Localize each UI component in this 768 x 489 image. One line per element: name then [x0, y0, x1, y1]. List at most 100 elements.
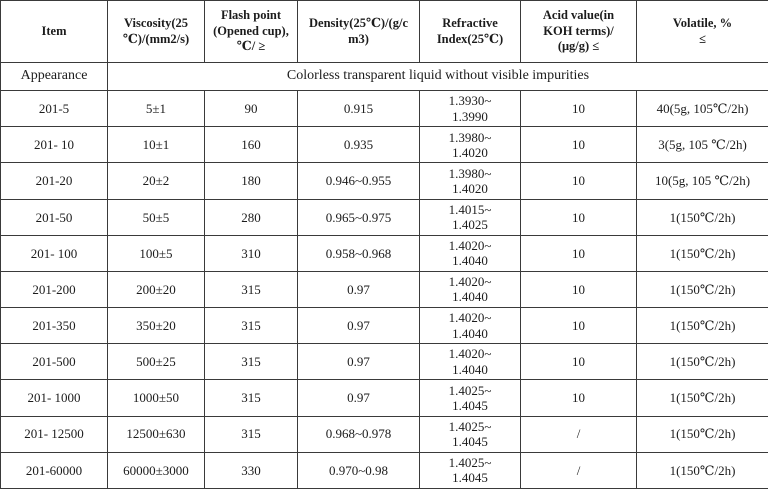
cell-refractive-index: 1.3930~ 1.3990	[419, 90, 521, 128]
cell-item: 201- 12500	[0, 415, 108, 453]
cell-acid-value: 10	[520, 379, 637, 417]
cell-flash-point: 310	[204, 234, 298, 272]
table-row: 201- 10 10±1 160 0.935 1.3980~ 1.4020 10…	[0, 126, 768, 164]
cell-viscosity: 350±20	[107, 307, 205, 345]
cell-flash-point: 330	[204, 451, 298, 489]
cell-flash-point: 315	[204, 270, 298, 309]
cell-volatile: 3(5g, 105 ℃/2h)	[636, 126, 768, 164]
cell-volatile: 1(150℃/2h)	[636, 343, 768, 381]
cell-viscosity: 10±1	[107, 126, 205, 164]
cell-density: 0.97	[297, 270, 420, 309]
cell-refractive-index: 1.3980~ 1.4020	[419, 162, 521, 200]
cell-density: 0.915	[297, 90, 420, 128]
cell-item: 201-350	[0, 307, 108, 345]
table-row: 201- 12500 12500±630 315 0.968~0.978 1.4…	[0, 415, 768, 453]
cell-viscosity: 500±25	[107, 343, 205, 381]
cell-density: 0.97	[297, 379, 420, 417]
cell-acid-value: 10	[520, 126, 637, 164]
cell-item: 201- 100	[0, 234, 108, 272]
table-row: 201- 100 100±5 310 0.958~0.968 1.4020~ 1…	[0, 234, 768, 272]
cell-density: 0.935	[297, 126, 420, 164]
cell-item: 201- 10	[0, 126, 108, 164]
cell-volatile: 10(5g, 105 ℃/2h)	[636, 162, 768, 200]
header-cell-refractive-index: Refractive Index(25℃)	[419, 0, 521, 63]
cell-acid-value: 10	[520, 198, 637, 236]
cell-density: 0.965~0.975	[297, 198, 420, 236]
cell-acid-value: /	[520, 451, 637, 489]
cell-volatile: 1(150℃/2h)	[636, 379, 768, 417]
cell-density: 0.97	[297, 343, 420, 381]
cell-viscosity: 12500±630	[107, 415, 205, 453]
appearance-label-cell: Appearance	[0, 61, 108, 92]
cell-density: 0.958~0.968	[297, 234, 420, 272]
table-row: 201-5 5±1 90 0.915 1.3930~ 1.3990 10 40(…	[0, 90, 768, 128]
header-cell-flash-point: Flash point (Opened cup), ℃/ ≥	[204, 0, 298, 63]
cell-refractive-index: 1.4020~ 1.4040	[419, 343, 521, 381]
header-cell-density: Density(25℃)/(g/c m3)	[297, 0, 420, 63]
cell-volatile: 1(150℃/2h)	[636, 270, 768, 309]
table-row: 201-50 50±5 280 0.965~0.975 1.4015~ 1.40…	[0, 198, 768, 236]
cell-refractive-index: 1.4025~ 1.4045	[419, 415, 521, 453]
table-row: 201- 1000 1000±50 315 0.97 1.4025~ 1.404…	[0, 379, 768, 417]
cell-volatile: 1(150℃/2h)	[636, 451, 768, 489]
cell-viscosity: 200±20	[107, 270, 205, 309]
cell-volatile: 1(150℃/2h)	[636, 198, 768, 236]
cell-item: 201-50	[0, 198, 108, 236]
cell-acid-value: 10	[520, 162, 637, 200]
appearance-row: Appearance Colorless transparent liquid …	[0, 61, 768, 92]
cell-flash-point: 315	[204, 379, 298, 417]
cell-flash-point: 280	[204, 198, 298, 236]
table-header-row: Item Viscosity(25 ℃)/(mm2/s) Flash point…	[0, 0, 768, 63]
cell-density: 0.946~0.955	[297, 162, 420, 200]
cell-acid-value: 10	[520, 270, 637, 309]
header-cell-volatile: Volatile, % ≤	[636, 0, 768, 63]
cell-item: 201-20	[0, 162, 108, 200]
cell-refractive-index: 1.4025~ 1.4045	[419, 451, 521, 489]
cell-acid-value: /	[520, 415, 637, 453]
cell-viscosity: 1000±50	[107, 379, 205, 417]
cell-item: 201- 1000	[0, 379, 108, 417]
cell-refractive-index: 1.4020~ 1.4040	[419, 234, 521, 272]
cell-viscosity: 5±1	[107, 90, 205, 128]
cell-refractive-index: 1.3980~ 1.4020	[419, 126, 521, 164]
cell-viscosity: 50±5	[107, 198, 205, 236]
header-cell-acid-value: Acid value(in KOH terms)/ (μg/g) ≤	[520, 0, 637, 63]
header-cell-item: Item	[0, 0, 108, 63]
cell-density: 0.97	[297, 307, 420, 345]
cell-volatile: 1(150℃/2h)	[636, 234, 768, 272]
cell-item: 201-5	[0, 90, 108, 128]
cell-item: 201-500	[0, 343, 108, 381]
cell-acid-value: 10	[520, 234, 637, 272]
cell-acid-value: 10	[520, 343, 637, 381]
header-cell-viscosity: Viscosity(25 ℃)/(mm2/s)	[107, 0, 205, 63]
cell-refractive-index: 1.4015~ 1.4025	[419, 198, 521, 236]
cell-flash-point: 90	[204, 90, 298, 128]
table-row: 201-60000 60000±3000 330 0.970~0.98 1.40…	[0, 451, 768, 489]
cell-density: 0.968~0.978	[297, 415, 420, 453]
appearance-value-cell: Colorless transparent liquid without vis…	[107, 61, 768, 92]
cell-acid-value: 10	[520, 90, 637, 128]
cell-flash-point: 180	[204, 162, 298, 200]
cell-viscosity: 20±2	[107, 162, 205, 200]
cell-refractive-index: 1.4020~ 1.4040	[419, 307, 521, 345]
cell-flash-point: 315	[204, 415, 298, 453]
cell-density: 0.970~0.98	[297, 451, 420, 489]
cell-flash-point: 160	[204, 126, 298, 164]
table-row: 201-350 350±20 315 0.97 1.4020~ 1.4040 1…	[0, 307, 768, 345]
cell-item: 201-60000	[0, 451, 108, 489]
cell-volatile: 40(5g, 105℃/2h)	[636, 90, 768, 128]
cell-flash-point: 315	[204, 307, 298, 345]
cell-volatile: 1(150℃/2h)	[636, 415, 768, 453]
table-row: 201-200 200±20 315 0.97 1.4020~ 1.4040 1…	[0, 270, 768, 309]
cell-viscosity: 100±5	[107, 234, 205, 272]
table-row: 201-20 20±2 180 0.946~0.955 1.3980~ 1.40…	[0, 162, 768, 200]
table-row: 201-500 500±25 315 0.97 1.4020~ 1.4040 1…	[0, 343, 768, 381]
cell-acid-value: 10	[520, 307, 637, 345]
cell-refractive-index: 1.4025~ 1.4045	[419, 379, 521, 417]
cell-item: 201-200	[0, 270, 108, 309]
cell-volatile: 1(150℃/2h)	[636, 307, 768, 345]
cell-flash-point: 315	[204, 343, 298, 381]
cell-viscosity: 60000±3000	[107, 451, 205, 489]
